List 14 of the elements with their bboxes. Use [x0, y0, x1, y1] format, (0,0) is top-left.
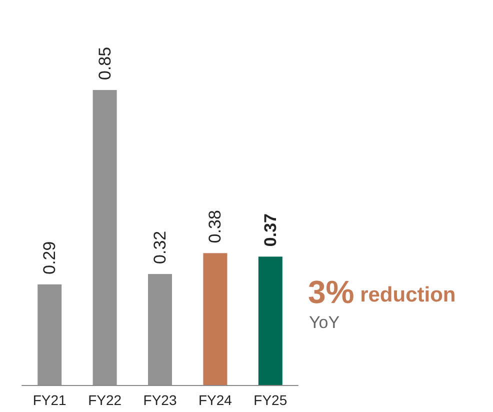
data-label: 0.32 — [150, 230, 170, 264]
x-tick-label: FY24 — [198, 392, 232, 408]
data-label: 0.85 — [95, 46, 114, 80]
text: 3% reduction — [308, 274, 456, 310]
data-label: 0.29 — [40, 241, 60, 274]
x-tick-label: FY25 — [254, 392, 288, 408]
data-label: 0.38 — [206, 210, 225, 244]
x-tick-label: FY23 — [143, 392, 177, 408]
data-label: 0.37 — [260, 214, 280, 247]
bar — [258, 256, 282, 385]
text: YoY — [309, 313, 340, 332]
x-tick-label: FY21 — [32, 392, 67, 408]
x-tick-label: FY22 — [88, 392, 122, 408]
bar — [203, 253, 228, 385]
